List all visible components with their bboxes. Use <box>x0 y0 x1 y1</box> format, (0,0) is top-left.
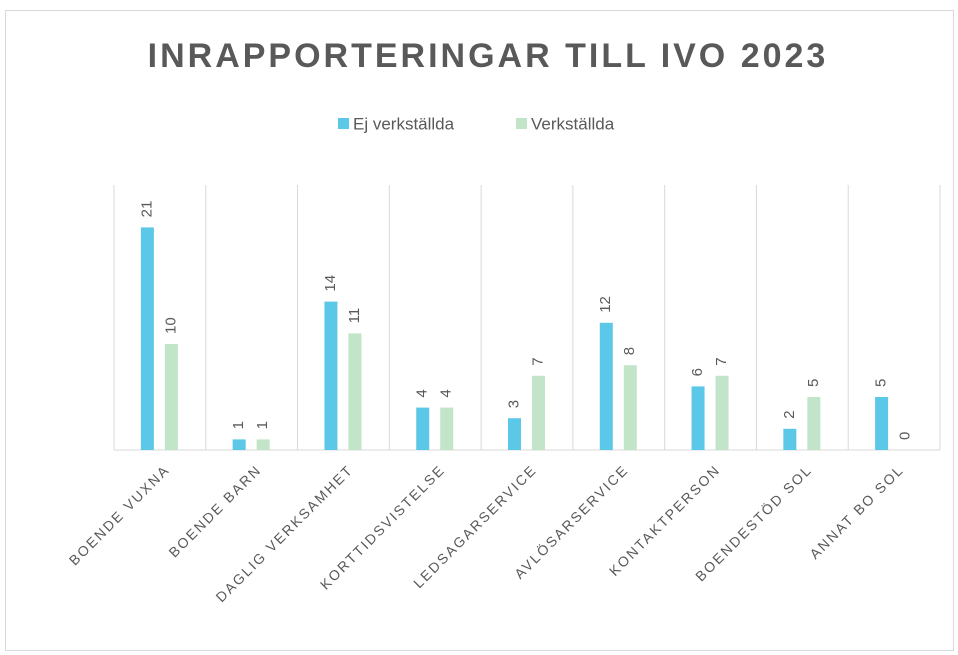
bar <box>324 301 338 450</box>
bar <box>416 407 430 450</box>
legend-label: Verkställda <box>531 114 615 133</box>
bar <box>532 375 545 450</box>
data-label: 1 <box>230 421 247 429</box>
data-label: 12 <box>597 296 614 313</box>
bar <box>256 439 270 450</box>
bar <box>599 322 613 450</box>
bar <box>232 439 246 450</box>
bar <box>440 407 454 450</box>
bar <box>875 397 889 450</box>
data-label: 10 <box>162 317 179 334</box>
legend-label: Ej verkställda <box>353 114 455 133</box>
data-label: 6 <box>689 368 706 376</box>
legend-swatch <box>516 118 527 129</box>
chart-title: INRAPPORTERINGAR TILL IVO 2023 <box>148 37 829 75</box>
bar <box>140 227 154 450</box>
data-label: 5 <box>873 379 890 387</box>
data-label: 14 <box>322 275 339 292</box>
bar <box>164 344 178 450</box>
data-label: 4 <box>438 389 455 397</box>
data-label: 1 <box>254 421 271 429</box>
bar <box>807 397 821 450</box>
data-label: 21 <box>138 201 155 218</box>
bar <box>715 375 729 450</box>
data-label: 7 <box>529 357 546 365</box>
data-label: 5 <box>805 379 822 387</box>
bar <box>623 365 637 450</box>
data-label: 3 <box>505 400 522 408</box>
data-label: 0 <box>897 432 914 440</box>
data-label: 11 <box>346 308 363 324</box>
bar <box>508 418 521 450</box>
chart-border <box>5 10 954 651</box>
data-label: 8 <box>621 347 638 355</box>
bar <box>783 428 797 450</box>
bar <box>691 386 705 450</box>
data-label: 4 <box>414 389 431 397</box>
bar <box>348 333 362 450</box>
data-label: 2 <box>781 410 798 418</box>
data-label: 7 <box>713 357 730 365</box>
legend-swatch <box>338 118 349 129</box>
